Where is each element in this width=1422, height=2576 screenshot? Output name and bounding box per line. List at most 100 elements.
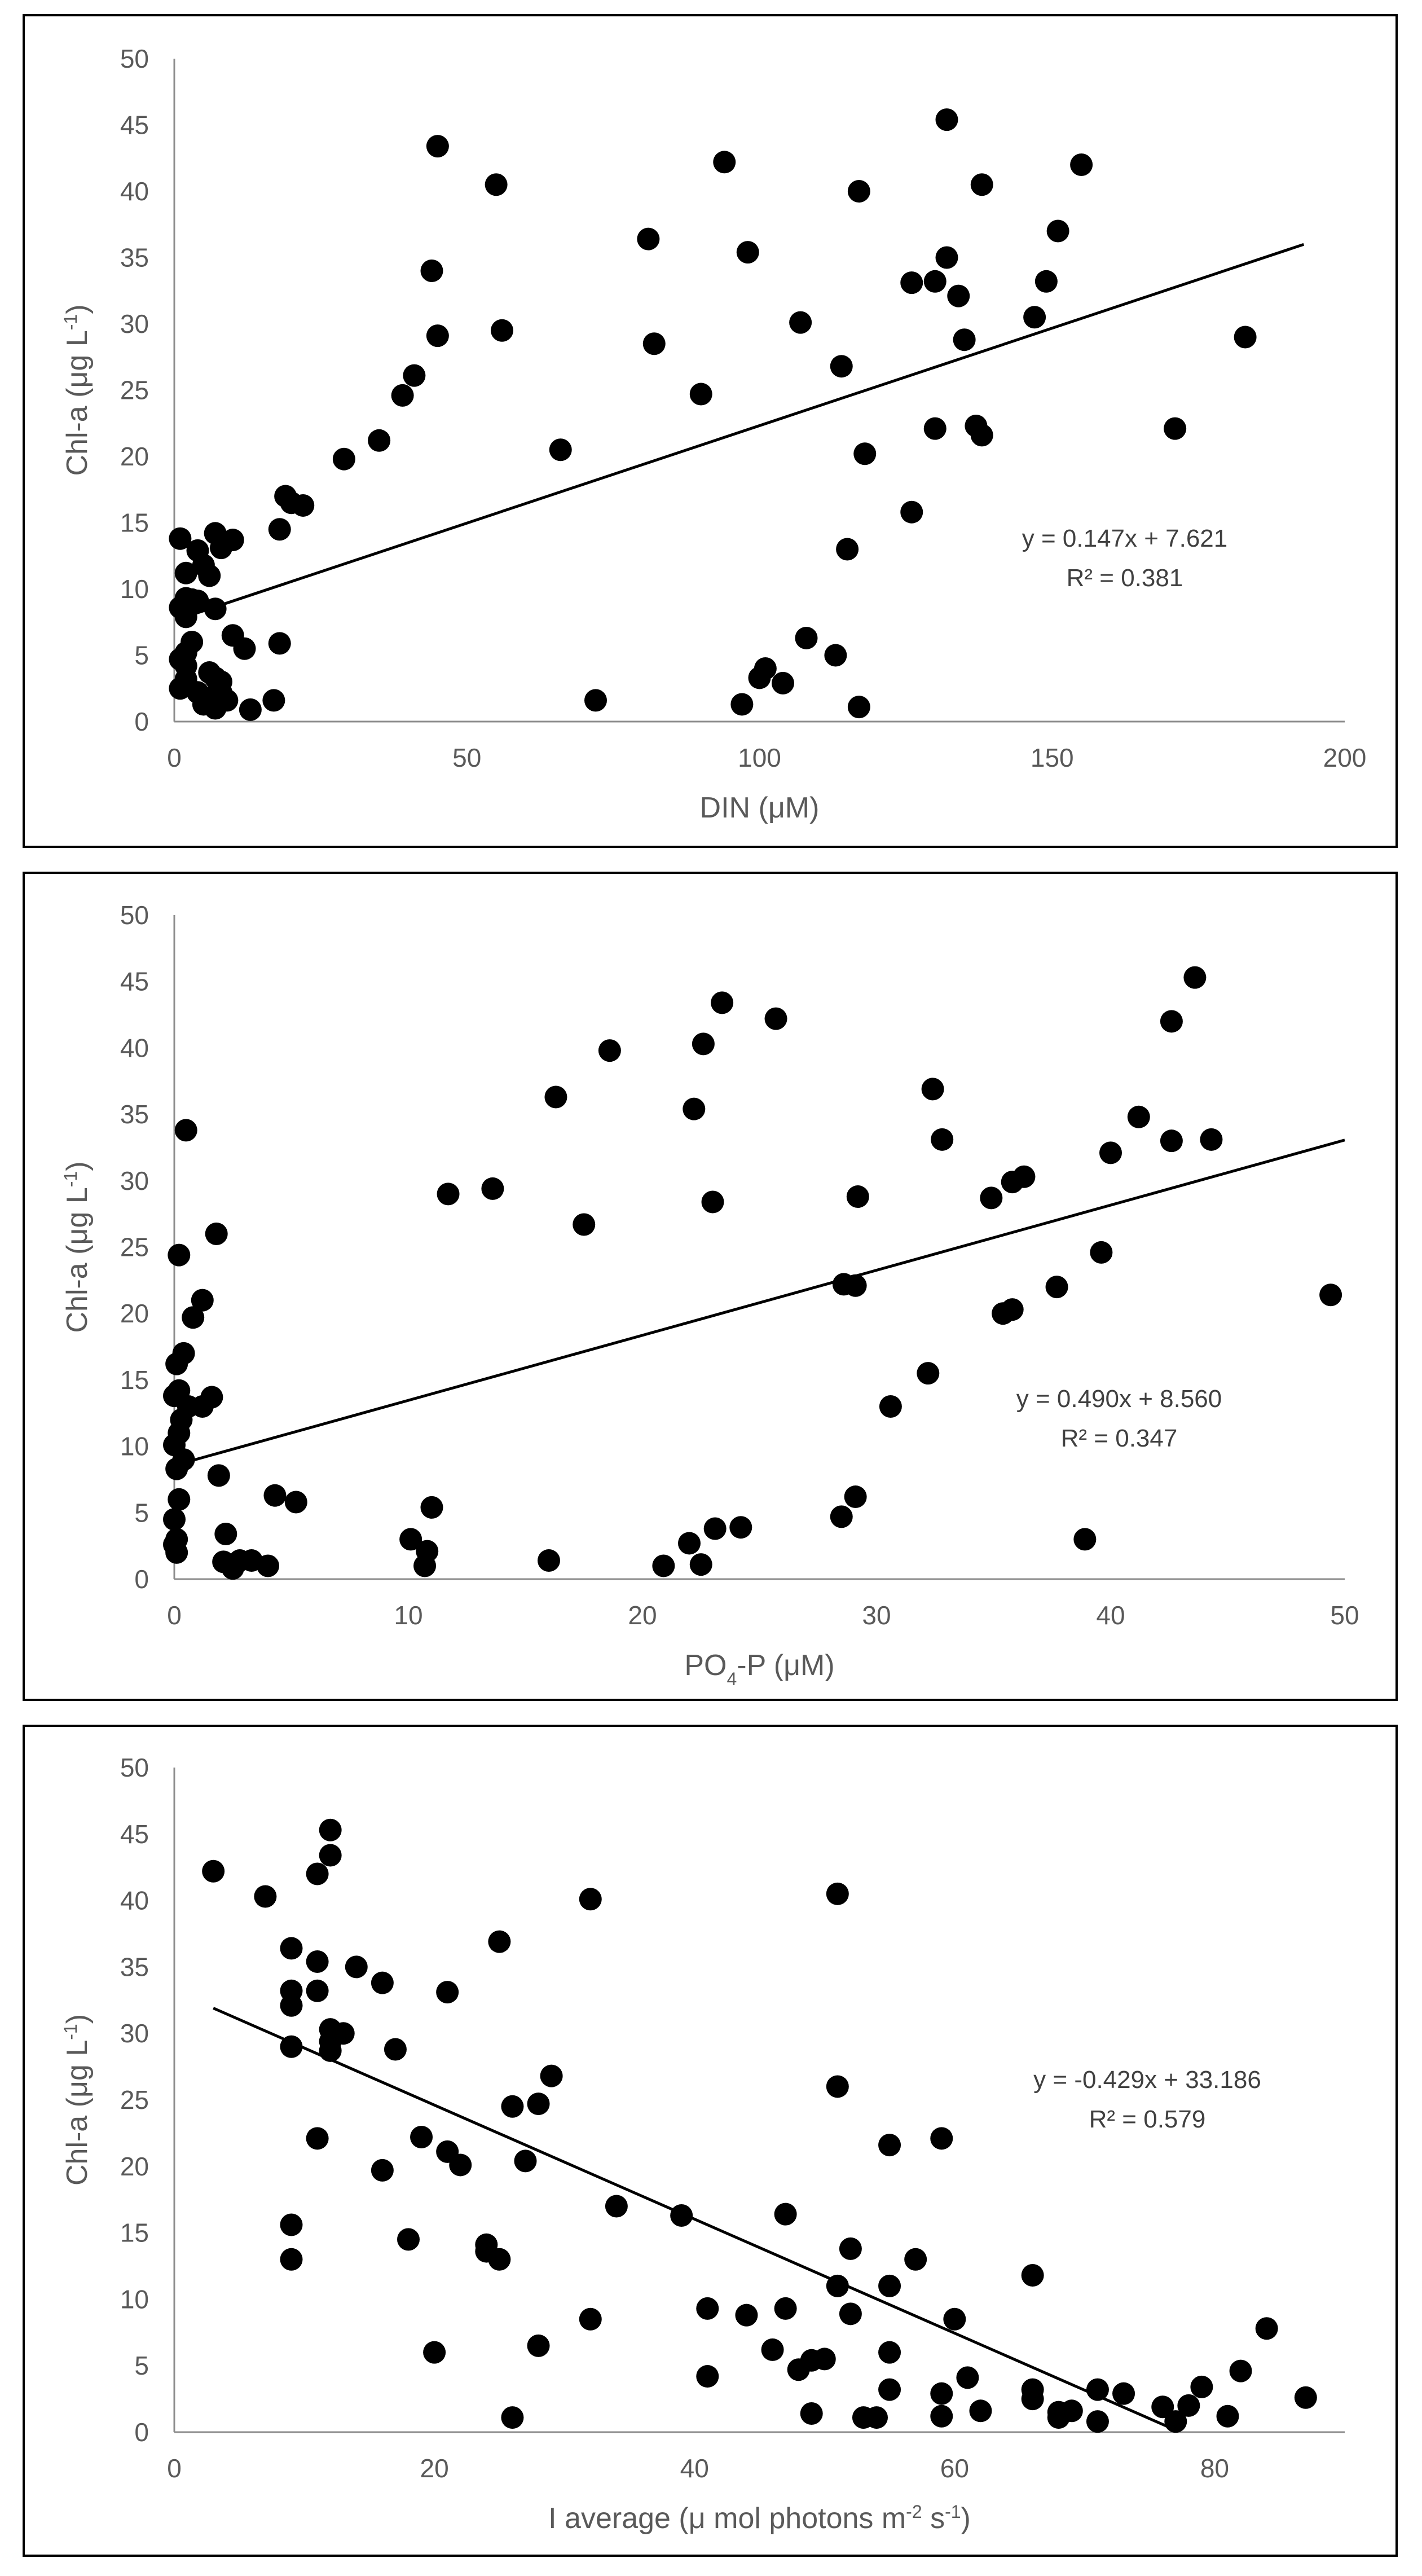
y-tick-label: 25 xyxy=(120,2085,149,2115)
data-point xyxy=(319,2039,342,2062)
data-point xyxy=(384,2038,407,2061)
data-point xyxy=(729,1516,752,1539)
y-tick-label: 30 xyxy=(120,309,149,339)
chart-panel-po4: 0 5 10 15 20 25 30 35 40 45 50 0 10 20 30 40 50 PO4-P (μM… xyxy=(23,872,1398,1701)
data-point xyxy=(215,689,239,712)
data-point xyxy=(754,657,777,680)
x-tick-label: 100 xyxy=(738,743,781,772)
data-point xyxy=(169,527,192,550)
data-point xyxy=(935,108,958,131)
data-point xyxy=(847,696,870,719)
data-point xyxy=(1164,2410,1187,2433)
data-point xyxy=(1099,1141,1122,1164)
data-point xyxy=(200,1386,223,1409)
data-point xyxy=(491,319,513,342)
data-point xyxy=(830,1505,853,1528)
y-tick-label: 5 xyxy=(134,1498,149,1527)
y-tick-label: 10 xyxy=(120,574,149,604)
data-point xyxy=(202,1860,225,1883)
data-point xyxy=(514,2149,537,2173)
data-point xyxy=(1190,2375,1213,2398)
x-tick-label: 20 xyxy=(628,1601,657,1630)
y-tick-label: 10 xyxy=(120,1432,149,1461)
data-point xyxy=(306,2127,329,2150)
y-tick-label: 25 xyxy=(120,1233,149,1262)
data-point xyxy=(165,1541,188,1564)
x-tick-label: 50 xyxy=(452,743,481,772)
data-point xyxy=(878,2274,901,2297)
data-point xyxy=(280,1994,303,2017)
data-point xyxy=(268,632,291,655)
data-point xyxy=(397,2228,420,2251)
data-point xyxy=(485,173,508,196)
data-point xyxy=(284,1491,307,1514)
data-point xyxy=(1160,1129,1183,1153)
data-point xyxy=(191,1289,214,1312)
data-point xyxy=(420,1496,443,1519)
data-point xyxy=(207,1464,230,1487)
data-point xyxy=(501,2406,524,2429)
x-tick-label: 30 xyxy=(862,1601,891,1630)
data-point xyxy=(169,677,192,700)
data-point xyxy=(280,2213,303,2236)
data-point xyxy=(527,2093,550,2116)
data-point xyxy=(878,2134,901,2157)
r-squared-label: R² = 0.381 xyxy=(1067,564,1183,592)
data-point xyxy=(168,1243,191,1267)
data-point xyxy=(1070,153,1093,176)
data-point xyxy=(262,689,285,712)
data-point xyxy=(371,1971,394,1994)
y-tick-label: 35 xyxy=(120,1100,149,1129)
trendline-equation: y = 0.147x + 7.621 xyxy=(1022,525,1228,552)
y-tick-label: 15 xyxy=(120,508,149,538)
data-point xyxy=(1177,2394,1200,2417)
data-point xyxy=(1255,2317,1278,2340)
data-point xyxy=(839,2302,862,2326)
data-point xyxy=(1160,1010,1183,1033)
data-point xyxy=(1294,2386,1317,2409)
y-tick-label: 45 xyxy=(120,967,149,996)
data-point xyxy=(186,590,209,613)
y-tick-label: 35 xyxy=(120,1952,149,1981)
data-point xyxy=(847,180,870,203)
data-point xyxy=(306,1979,329,2002)
data-point xyxy=(1023,306,1046,329)
data-point xyxy=(280,1937,303,1960)
data-point xyxy=(836,538,859,561)
data-point xyxy=(233,637,256,660)
data-point xyxy=(368,429,391,452)
y-tick-label: 15 xyxy=(120,2218,149,2248)
y-tick-label: 5 xyxy=(134,641,149,670)
data-point xyxy=(652,1554,675,1577)
y-tick-label: 20 xyxy=(120,2152,149,2181)
data-point xyxy=(735,2304,758,2327)
data-point xyxy=(280,2035,303,2058)
data-point xyxy=(813,2348,836,2371)
data-point xyxy=(935,246,958,269)
data-point xyxy=(878,2378,901,2401)
data-point xyxy=(205,1222,228,1245)
data-point xyxy=(263,1484,287,1507)
y-tick-label: 0 xyxy=(134,1564,149,1594)
data-point xyxy=(761,2338,784,2361)
data-point xyxy=(1200,1128,1223,1151)
data-point xyxy=(642,332,666,355)
data-point xyxy=(488,1930,511,1953)
data-point xyxy=(713,151,736,174)
data-point xyxy=(844,1485,867,1509)
y-tick-label: 45 xyxy=(120,111,149,140)
y-axis-label: Chl-a (μg L-1) xyxy=(60,1161,94,1333)
y-tick-label: 20 xyxy=(120,1299,149,1328)
data-point xyxy=(239,698,262,721)
data-point xyxy=(931,1128,954,1151)
data-point xyxy=(923,270,946,293)
y-tick-label: 30 xyxy=(120,2019,149,2048)
data-point xyxy=(165,1352,188,1375)
data-point xyxy=(391,384,414,407)
data-point xyxy=(970,173,993,196)
data-point xyxy=(930,2382,953,2405)
x-axis-label: PO4-P (μM) xyxy=(684,1649,834,1689)
data-point xyxy=(501,2095,524,2118)
data-point xyxy=(969,2399,992,2423)
data-point xyxy=(214,1522,237,1545)
